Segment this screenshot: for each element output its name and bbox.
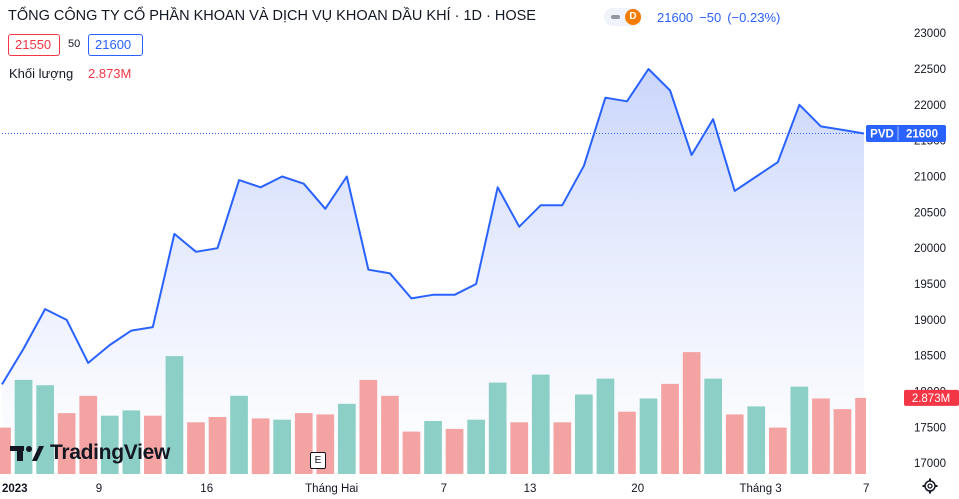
buy-button[interactable]: 21600	[88, 34, 143, 56]
volume-bar	[144, 415, 162, 474]
volume-bar	[531, 374, 550, 474]
last-price-tag: PVD 21600	[866, 125, 946, 143]
volume-bar	[639, 398, 658, 474]
volume-bar	[79, 395, 98, 474]
time-tick-label: Tháng 3	[739, 483, 781, 495]
price-tick-label: 17000	[914, 458, 946, 470]
volume-bar	[596, 378, 615, 474]
time-tick-label: 20	[631, 483, 644, 495]
time-tick-label: 7	[441, 483, 447, 495]
time-axis-bg[interactable]	[0, 476, 866, 499]
price-change-pct: (−0.23%)	[727, 10, 781, 25]
chart-title: TỔNG CÔNG TY CỔ PHẦN KHOAN VÀ DỊCH VỤ KH…	[8, 8, 536, 24]
volume-value: 2.873M	[88, 66, 132, 81]
minus-icon	[611, 15, 620, 19]
gear-icon[interactable]	[922, 478, 938, 494]
tradingview-logo-text: TradingView	[50, 441, 171, 464]
price-tick-label: 18500	[914, 351, 946, 363]
last-price-tag-bg	[866, 125, 946, 143]
quote-summary: 21600 −50 (−0.23%)	[657, 10, 786, 25]
price-tick-label: 23000	[914, 28, 946, 40]
volume-bar	[273, 419, 291, 474]
spread-value: 50	[68, 38, 81, 50]
earnings-event-marker[interactable]: E	[310, 452, 326, 469]
volume-bar	[747, 406, 766, 474]
volume-bar	[445, 428, 464, 474]
price-tick-label: 21000	[914, 172, 946, 184]
volume-bar	[661, 383, 679, 474]
price-tick-label: 19000	[914, 315, 946, 327]
volume-bar	[725, 414, 744, 474]
market-status-badge[interactable]: D	[604, 8, 642, 26]
volume-bar	[790, 386, 809, 474]
time-tick-label: 2023	[2, 483, 28, 495]
volume-bar	[575, 394, 593, 474]
price-area-layer	[2, 69, 864, 475]
volume-bar	[402, 431, 421, 474]
status-d-icon: D	[625, 9, 641, 25]
tradingview-logo[interactable]: TradingView	[10, 440, 170, 466]
volume-bar	[833, 409, 852, 474]
volume-tag-bg	[904, 389, 959, 406]
tradingview-logo-icon	[10, 446, 44, 461]
price-tick-label: 20000	[914, 243, 946, 255]
volume-bar	[553, 422, 572, 474]
volume-bar	[251, 418, 270, 475]
volume-bar	[510, 422, 529, 474]
price-change: −50	[699, 10, 722, 25]
volume-bar	[208, 417, 227, 474]
price-tag-value: 21600	[906, 129, 938, 141]
volume-bars	[0, 352, 873, 475]
volume-bar	[467, 419, 485, 474]
time-tick-label: 7	[863, 483, 869, 495]
volume-bar	[294, 413, 313, 474]
time-axis: 2023 9 16 Tháng Hai 7 13 20 Tháng 3 7	[0, 476, 869, 499]
time-tick-label: 9	[96, 483, 102, 495]
price-line-layer	[1, 68, 866, 385]
volume-bar	[424, 421, 442, 474]
price-axis: 1700017500180001850019000195002000020500…	[866, 0, 959, 499]
price-tick-label: 22000	[914, 100, 946, 112]
volume-bar	[57, 413, 76, 474]
price-tick-label: 20500	[914, 207, 946, 219]
volume-bar	[618, 411, 636, 474]
price-tag-symbol: PVD	[870, 129, 894, 141]
volume-bar	[769, 427, 787, 474]
price-area-fill	[2, 69, 864, 475]
volume-bar	[381, 395, 399, 474]
volume-bar	[359, 379, 378, 474]
price-tick-label: 17500	[914, 422, 946, 434]
volume-tag-value: 2.873M	[912, 393, 950, 405]
price-tick-label: 22500	[914, 64, 946, 76]
volume-bar	[488, 382, 507, 474]
volume-bar	[187, 422, 205, 474]
sell-button[interactable]: 21550	[8, 34, 60, 56]
price-axis-bg[interactable]	[866, 0, 959, 499]
volume-bar	[704, 378, 722, 474]
time-tick-label: 13	[524, 483, 537, 495]
volume-bar	[122, 410, 141, 474]
volume-bar	[100, 415, 119, 474]
volume-bar	[812, 398, 830, 474]
volume-bar	[165, 356, 184, 474]
last-price: 21600	[657, 10, 694, 25]
price-tick-label: 19500	[914, 279, 946, 291]
time-tick-label: Tháng Hai	[305, 483, 358, 495]
volume-bar	[0, 427, 11, 474]
volume-bar	[682, 352, 701, 474]
time-tick-label: 16	[200, 483, 213, 495]
volume-label: Khối lượng	[9, 66, 74, 81]
volume-bar	[230, 395, 248, 474]
volume-bar	[338, 403, 356, 474]
